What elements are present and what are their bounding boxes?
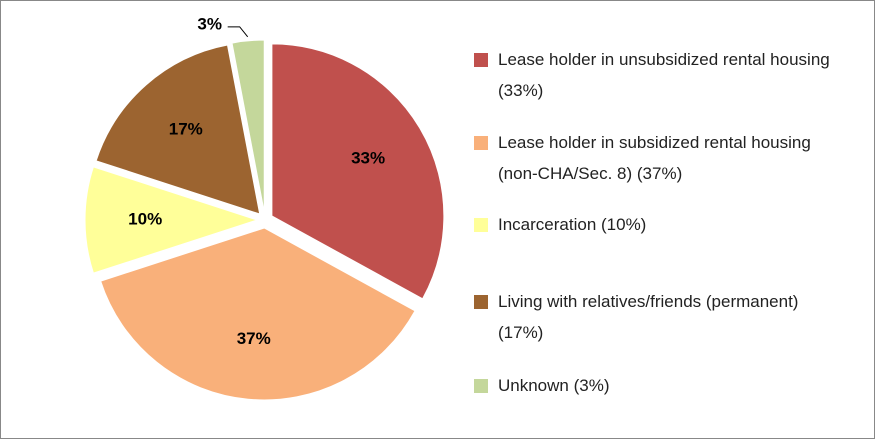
pie-slice <box>100 227 416 401</box>
data-label: 33% <box>351 149 385 168</box>
pie-slice <box>84 166 259 274</box>
pie-slice <box>271 43 445 300</box>
legend-label: Living with relatives/friends (permanent… <box>498 292 799 342</box>
legend-entry: Lease holder in subsidized rental housin… <box>474 127 848 189</box>
legend-swatch <box>474 136 488 150</box>
data-label: 10% <box>128 209 162 228</box>
data-label: 3% <box>197 14 222 33</box>
data-label: 37% <box>237 329 271 348</box>
frame <box>0 0 875 439</box>
legend-label: Unknown (3%) <box>498 376 610 395</box>
pie-slice <box>95 44 261 215</box>
legend-swatch <box>474 53 488 67</box>
legend-entry: Lease holder in unsubsidized rental hous… <box>474 44 848 106</box>
leader-line <box>227 26 249 38</box>
legend-swatch <box>474 218 488 232</box>
data-label: 17% <box>169 120 203 139</box>
legend-label: Incarceration (10%) <box>498 215 647 234</box>
pie-slice <box>231 39 265 213</box>
legend-entry: Unknown (3%) <box>474 370 848 401</box>
legend-entry: Living with relatives/friends (permanent… <box>474 286 848 348</box>
legend-entry: Incarceration (10%) <box>474 209 848 240</box>
legend-label: Lease holder in subsidized rental housin… <box>498 133 811 183</box>
legend-label: Lease holder in unsubsidized rental hous… <box>498 50 830 100</box>
legend-swatch <box>474 295 488 309</box>
legend-swatch <box>474 379 488 393</box>
